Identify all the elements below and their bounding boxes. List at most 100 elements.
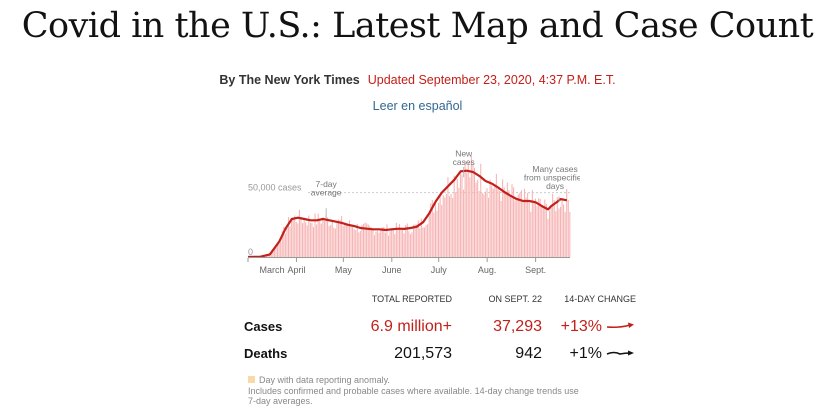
daily-case-bar <box>549 210 551 257</box>
daily-case-bar <box>491 185 493 257</box>
daily-case-bar <box>556 197 558 257</box>
daily-case-bar <box>306 225 308 257</box>
daily-case-bar <box>300 219 302 257</box>
daily-case-bar <box>422 227 424 257</box>
daily-case-bar <box>517 194 519 257</box>
daily-case-bar <box>564 212 566 257</box>
daily-case-bar <box>488 197 490 257</box>
daily-case-bar <box>333 227 335 257</box>
stats-header-row: TOTAL REPORTED ON SEPT. 22 14-DAY CHANGE <box>244 293 636 313</box>
daily-case-bar <box>386 224 388 257</box>
cases-day: 37,293 <box>493 317 542 335</box>
x-tick-label: July <box>431 265 448 275</box>
header-change: 14-DAY CHANGE <box>564 294 636 304</box>
daily-case-bar <box>372 228 374 257</box>
daily-case-bar <box>413 224 415 257</box>
daily-case-bar <box>384 232 386 257</box>
daily-case-bar <box>405 225 407 257</box>
daily-case-bar <box>552 193 554 257</box>
daily-case-bar <box>525 197 527 257</box>
daily-case-bar <box>375 231 377 257</box>
daily-case-bar <box>366 223 368 257</box>
deaths-trend-icon <box>606 350 634 356</box>
daily-case-bar <box>498 190 501 257</box>
daily-case-bar <box>561 198 563 257</box>
daily-case-bar <box>455 192 457 257</box>
deaths-total: 201,573 <box>394 344 452 362</box>
daily-case-bar <box>377 231 379 257</box>
daily-case-bar <box>347 225 349 257</box>
daily-case-bar <box>447 177 449 257</box>
daily-case-bar <box>286 227 288 257</box>
daily-case-bar <box>328 226 330 257</box>
page-title: Covid in the U.S.: Latest Map and Case C… <box>21 6 814 46</box>
daily-case-bar <box>281 230 283 257</box>
daily-case-bar <box>369 225 371 257</box>
daily-case-bar <box>323 220 325 257</box>
daily-case-bar <box>470 155 472 257</box>
x-tick-label: May <box>335 265 353 275</box>
daily-case-bar <box>308 215 310 257</box>
daily-case-bar <box>391 228 393 257</box>
daily-case-bar <box>452 197 454 257</box>
daily-case-bar <box>403 233 405 257</box>
daily-case-bar <box>273 249 275 257</box>
daily-case-bar <box>545 203 547 257</box>
daily-case-bar <box>481 192 483 257</box>
daily-case-bar <box>420 218 422 257</box>
daily-case-bar <box>358 232 360 257</box>
daily-case-bar <box>475 182 477 257</box>
daily-case-bar <box>381 227 383 257</box>
deaths-change-value: +1% <box>569 344 602 362</box>
daily-case-bar <box>352 226 354 257</box>
daily-case-bar <box>388 235 390 257</box>
daily-case-bar <box>398 224 400 257</box>
daily-case-bar <box>378 232 380 257</box>
daily-case-bar <box>289 226 291 257</box>
daily-case-bar <box>344 224 346 257</box>
daily-case-bar <box>316 224 318 257</box>
updated-timestamp: Updated September 23, 2020, 4:37 P.M. E.… <box>367 73 616 87</box>
daily-case-bar <box>538 198 540 257</box>
daily-case-bar <box>438 202 440 257</box>
annotation-label: New <box>455 150 473 158</box>
daily-case-bar <box>337 219 340 257</box>
daily-case-bar <box>450 193 452 257</box>
daily-case-bar <box>433 212 435 257</box>
daily-case-bar <box>320 223 322 257</box>
daily-case-bar <box>345 224 347 257</box>
daily-case-bar <box>509 196 511 257</box>
daily-case-bar <box>348 220 350 257</box>
daily-case-bar <box>336 223 338 257</box>
daily-case-bar <box>439 195 441 257</box>
daily-case-bar <box>312 227 315 257</box>
annotation-label: Many cases <box>532 164 577 174</box>
methodology-note: Includes confirmed and probable cases wh… <box>248 385 579 407</box>
daily-case-bar <box>514 200 516 257</box>
spanish-language-link[interactable]: Leer en español <box>372 99 463 113</box>
daily-case-bar <box>527 192 529 257</box>
daily-case-bar <box>431 199 433 257</box>
daily-case-bar <box>508 190 510 257</box>
daily-case-bar <box>298 209 300 257</box>
daily-case-bar <box>341 216 343 257</box>
daily-case-bar <box>355 230 357 257</box>
daily-case-bar <box>480 163 482 257</box>
daily-case-bar <box>519 192 521 257</box>
daily-case-bar <box>541 206 543 257</box>
daily-case-bar <box>563 204 565 257</box>
cases-change: +13% <box>542 313 636 340</box>
daily-case-bar <box>294 215 296 257</box>
daily-case-bar <box>342 225 344 257</box>
daily-case-bar <box>394 234 396 257</box>
daily-case-bar <box>463 189 465 257</box>
daily-case-bar <box>427 224 429 257</box>
daily-case-bar <box>536 205 538 257</box>
daily-case-bar <box>305 222 307 257</box>
daily-case-bar <box>555 211 557 257</box>
daily-case-bar <box>473 167 476 257</box>
daily-case-bar <box>502 179 504 257</box>
daily-case-bar <box>309 222 311 257</box>
daily-case-bar <box>477 180 479 257</box>
